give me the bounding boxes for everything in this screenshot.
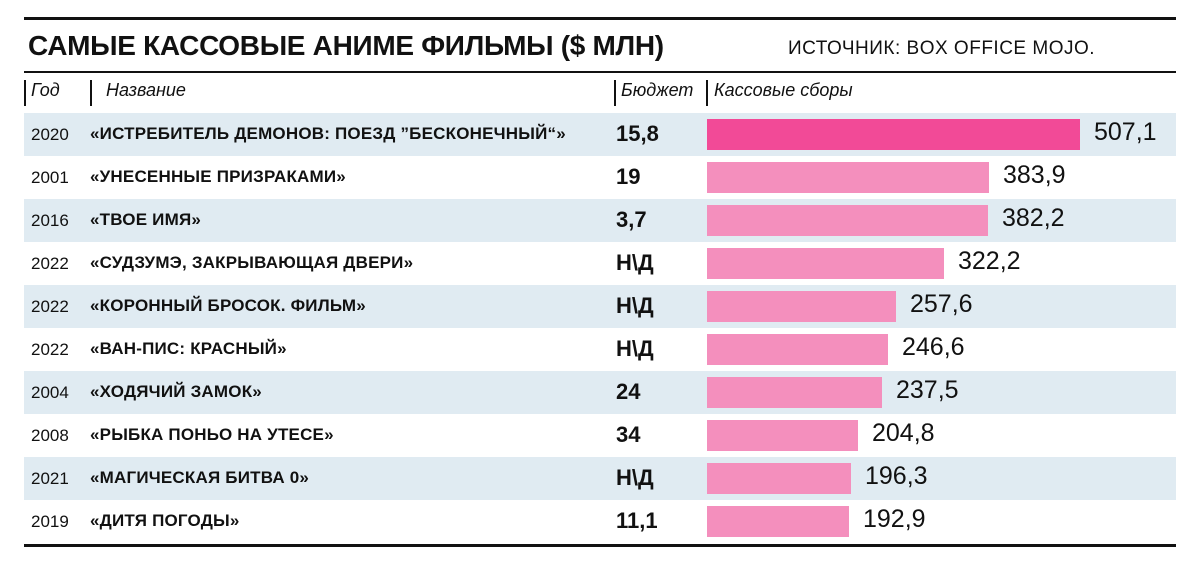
table-row: 2019 «ДИТЯ ПОГОДЫ» 11,1 192,9 [24,500,1176,543]
gross-value-label: 257,6 [910,290,973,318]
row-title: «МАГИЧЕСКАЯ БИТВА 0» [90,468,310,487]
header-rule [24,71,1176,73]
col-divider-name [90,80,92,106]
chart-title: САМЫЕ КАССОВЫЕ АНИМЕ ФИЛЬМЫ ($ МЛН) [28,30,664,61]
table-row: 2022 «КОРОННЫЙ БРОСОК. ФИЛЬМ» Н\Д 257,6 [24,285,1176,328]
chart-rows: 2020 «ИСТРЕБИТЕЛЬ ДЕМОНОВ: ПОЕЗД ”БЕСКОНЕ… [24,113,1176,543]
bottom-rule [24,544,1176,547]
table-row: 2020 «ИСТРЕБИТЕЛЬ ДЕМОНОВ: ПОЕЗД ”БЕСКОНЕ… [24,113,1176,156]
col-header-gross: Кассовые сборы [714,80,853,100]
row-title: «СУДЗУМЭ, ЗАКРЫВАЮЩАЯ ДВЕРИ» [90,253,414,272]
row-title: «ДИТЯ ПОГОДЫ» [90,511,240,530]
row-title: «УНЕСЕННЫЕ ПРИЗРАКАМИ» [90,167,346,186]
gross-bar [707,205,988,236]
row-year: 2020 [31,125,69,144]
gross-bar [707,334,888,365]
col-header-year: Год [31,80,60,100]
gross-value-label: 322,2 [958,247,1021,275]
row-year: 2001 [31,168,69,187]
row-budget: Н\Д [616,293,654,318]
row-budget: 19 [616,164,641,189]
row-year: 2022 [31,254,69,273]
gross-value-label: 383,9 [1003,161,1066,189]
row-budget: 34 [616,422,641,447]
gross-value-label: 507,1 [1094,118,1157,146]
gross-value-label: 246,6 [902,333,965,361]
row-year: 2008 [31,426,69,445]
table-row: 2001 «УНЕСЕННЫЕ ПРИЗРАКАМИ» 19 383,9 [24,156,1176,199]
row-budget: Н\Д [616,250,654,275]
col-divider-gross [706,80,708,106]
row-budget: Н\Д [616,465,654,490]
row-budget: 15,8 [616,121,659,146]
col-divider-year [24,80,26,106]
table-row: 2021 «МАГИЧЕСКАЯ БИТВА 0» Н\Д 196,3 [24,457,1176,500]
gross-bar [707,119,1080,150]
row-budget: Н\Д [616,336,654,361]
row-year: 2004 [31,383,69,402]
gross-value-label: 196,3 [865,462,928,490]
col-header-name: Название [106,80,186,100]
row-budget: 24 [616,379,641,404]
gross-value-label: 237,5 [896,376,959,404]
row-title: «РЫБКА ПОНЬО НА УТЕСЕ» [90,425,334,444]
gross-value-label: 382,2 [1002,204,1065,232]
gross-bar [707,291,896,322]
row-year: 2022 [31,340,69,359]
top-rule [24,17,1176,20]
table-row: 2016 «ТВОЕ ИМЯ» 3,7 382,2 [24,199,1176,242]
row-budget: 3,7 [616,207,647,232]
col-divider-budget [614,80,616,106]
table-row: 2022 «СУДЗУМЭ, ЗАКРЫВАЮЩАЯ ДВЕРИ» Н\Д 322,2 [24,242,1176,285]
table-row: 2008 «РЫБКА ПОНЬО НА УТЕСЕ» 34 204,8 [24,414,1176,457]
row-year: 2019 [31,512,69,531]
row-year: 2022 [31,297,69,316]
row-title: «ТВОЕ ИМЯ» [90,210,202,229]
gross-bar [707,420,858,451]
row-title: «ХОДЯЧИЙ ЗАМОК» [90,382,262,401]
gross-value-label: 192,9 [863,505,926,533]
row-budget: 11,1 [616,508,658,533]
row-year: 2016 [31,211,69,230]
source-note: ИСТОЧНИК: BOX OFFICE MOJO. [788,38,1096,59]
col-header-budget: Бюджет [621,80,694,100]
table-row: 2022 «ВАН-ПИС: КРАСНЫЙ» Н\Д 246,6 [24,328,1176,371]
row-title: «ИСТРЕБИТЕЛЬ ДЕМОНОВ: ПОЕЗД ”БЕСКОНЕЧНЫЙ… [90,124,566,143]
gross-bar [707,377,882,408]
gross-bar [707,506,849,537]
row-year: 2021 [31,469,69,488]
gross-value-label: 204,8 [872,419,935,447]
row-title: «ВАН-ПИС: КРАСНЫЙ» [90,339,287,358]
gross-bar [707,463,851,494]
row-title: «КОРОННЫЙ БРОСОК. ФИЛЬМ» [90,296,366,315]
gross-bar [707,162,989,193]
table-row: 2004 «ХОДЯЧИЙ ЗАМОК» 24 237,5 [24,371,1176,414]
gross-bar [707,248,944,279]
